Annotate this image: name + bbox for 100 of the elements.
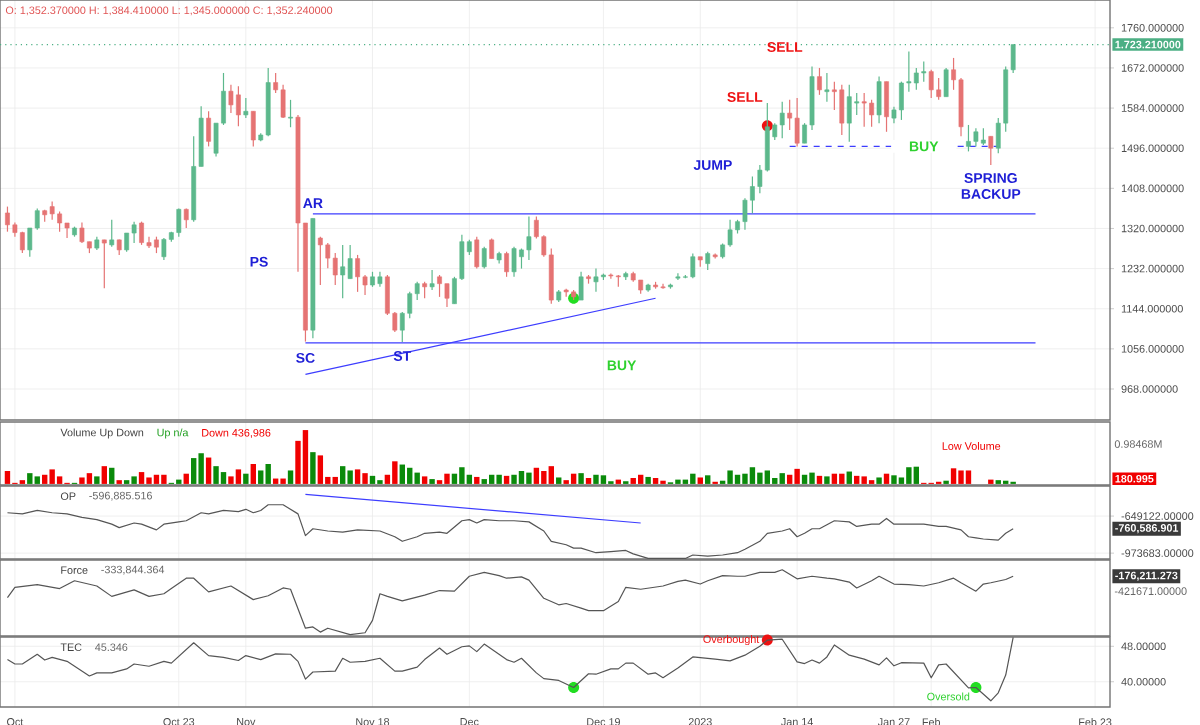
candlestick: [206, 110, 211, 147]
candlestick: [869, 99, 874, 128]
text: 180.995: [1115, 474, 1154, 483]
bar: [384, 474, 391, 484]
bar: [645, 476, 651, 484]
bar: [690, 473, 696, 484]
chart-title: TEC: [60, 643, 82, 652]
bar: [56, 476, 63, 484]
candlestick: [362, 274, 368, 296]
bar: [258, 470, 264, 484]
candlestick: [183, 207, 189, 229]
x-tick-label: Oct: [7, 718, 24, 725]
candlestick: [131, 221, 137, 244]
y-tick-label: 1584.000000: [1121, 104, 1184, 112]
bar: [466, 474, 473, 484]
candlestick: [437, 274, 442, 298]
chart-title: OP: [60, 492, 76, 501]
bar: [831, 473, 838, 484]
bar: [436, 480, 443, 484]
bar: [876, 477, 882, 484]
x-tick-label: Dec: [460, 718, 479, 725]
bar: [205, 457, 212, 484]
x-tick-label: Oct 23: [163, 718, 195, 725]
bar: [377, 480, 383, 484]
candlestick: [101, 239, 107, 289]
bar: [220, 472, 227, 484]
candlestick: [355, 254, 360, 293]
x-tick-label: Nov: [237, 718, 256, 725]
bar: [302, 430, 309, 484]
bar: [630, 478, 636, 484]
bar: [79, 477, 85, 484]
bar: [950, 468, 957, 484]
bar: [325, 476, 331, 484]
bar: [518, 471, 525, 484]
annotation: Down 436,986: [202, 428, 271, 438]
bar: [474, 476, 480, 484]
text: -176,211.273: [1115, 571, 1178, 581]
candlestick: [49, 200, 55, 221]
candlestick: [347, 244, 353, 280]
x-tick-label: Feb: [922, 718, 941, 725]
bar: [541, 471, 547, 484]
bar: [697, 477, 703, 484]
bar: [600, 475, 607, 484]
bar: [757, 472, 763, 484]
bar: [660, 480, 666, 484]
annotation: BUY: [909, 141, 939, 152]
bar: [526, 472, 532, 484]
bar: [161, 474, 167, 484]
bar: [407, 467, 413, 484]
candlestick: [906, 50, 912, 93]
bar: [488, 474, 495, 484]
bar: [652, 478, 659, 484]
bar: [988, 479, 994, 484]
annotation: PS: [250, 256, 268, 267]
candlestick: [273, 72, 279, 94]
bar: [854, 475, 860, 484]
bar: [228, 476, 234, 484]
bar: [764, 470, 771, 484]
bar: [4, 471, 11, 484]
candlestick: [407, 291, 413, 319]
candlestick: [340, 244, 346, 299]
x-tick-label: Nov 18: [356, 718, 390, 725]
x-tick-label: Dec 19: [587, 718, 620, 725]
candlestick: [854, 92, 860, 116]
candlestick: [921, 60, 927, 83]
bar: [146, 477, 152, 484]
bar: [131, 476, 137, 484]
bar: [347, 470, 353, 484]
bar: [816, 475, 823, 484]
candlestick: [988, 135, 994, 166]
bar: [183, 473, 189, 484]
candlestick: [511, 246, 517, 278]
annotation: Oversold: [927, 692, 970, 701]
candlestick: [429, 269, 435, 291]
bar: [287, 470, 294, 484]
bar: [235, 469, 242, 484]
text: 0.98468M: [1114, 440, 1162, 448]
bar: [623, 481, 629, 484]
bar: [153, 474, 160, 484]
annotation: O: 1,352.370000 H: 1,384.410000 L: 1,345.000000 C: 1,352.240000: [5, 6, 333, 16]
candlestick: [176, 207, 182, 238]
candlestick: [79, 221, 85, 244]
bar: [429, 479, 435, 484]
candlestick: [742, 197, 748, 231]
bar: [786, 474, 793, 484]
bar: [191, 458, 197, 484]
bar: [317, 455, 324, 484]
bar: [399, 464, 405, 484]
y-tick-label: 1232.000000: [1121, 264, 1184, 273]
chart-title: Volume Up Down: [60, 428, 144, 439]
annotation: JUMP: [693, 160, 732, 170]
text: -760,586.901: [1115, 524, 1179, 534]
bar: [772, 478, 778, 484]
bar: [414, 472, 420, 484]
bar: [898, 477, 905, 484]
bar: [19, 480, 26, 484]
bar: [198, 453, 204, 484]
annotation: ST: [393, 351, 412, 361]
candlestick: [27, 227, 33, 258]
bar: [742, 473, 748, 484]
